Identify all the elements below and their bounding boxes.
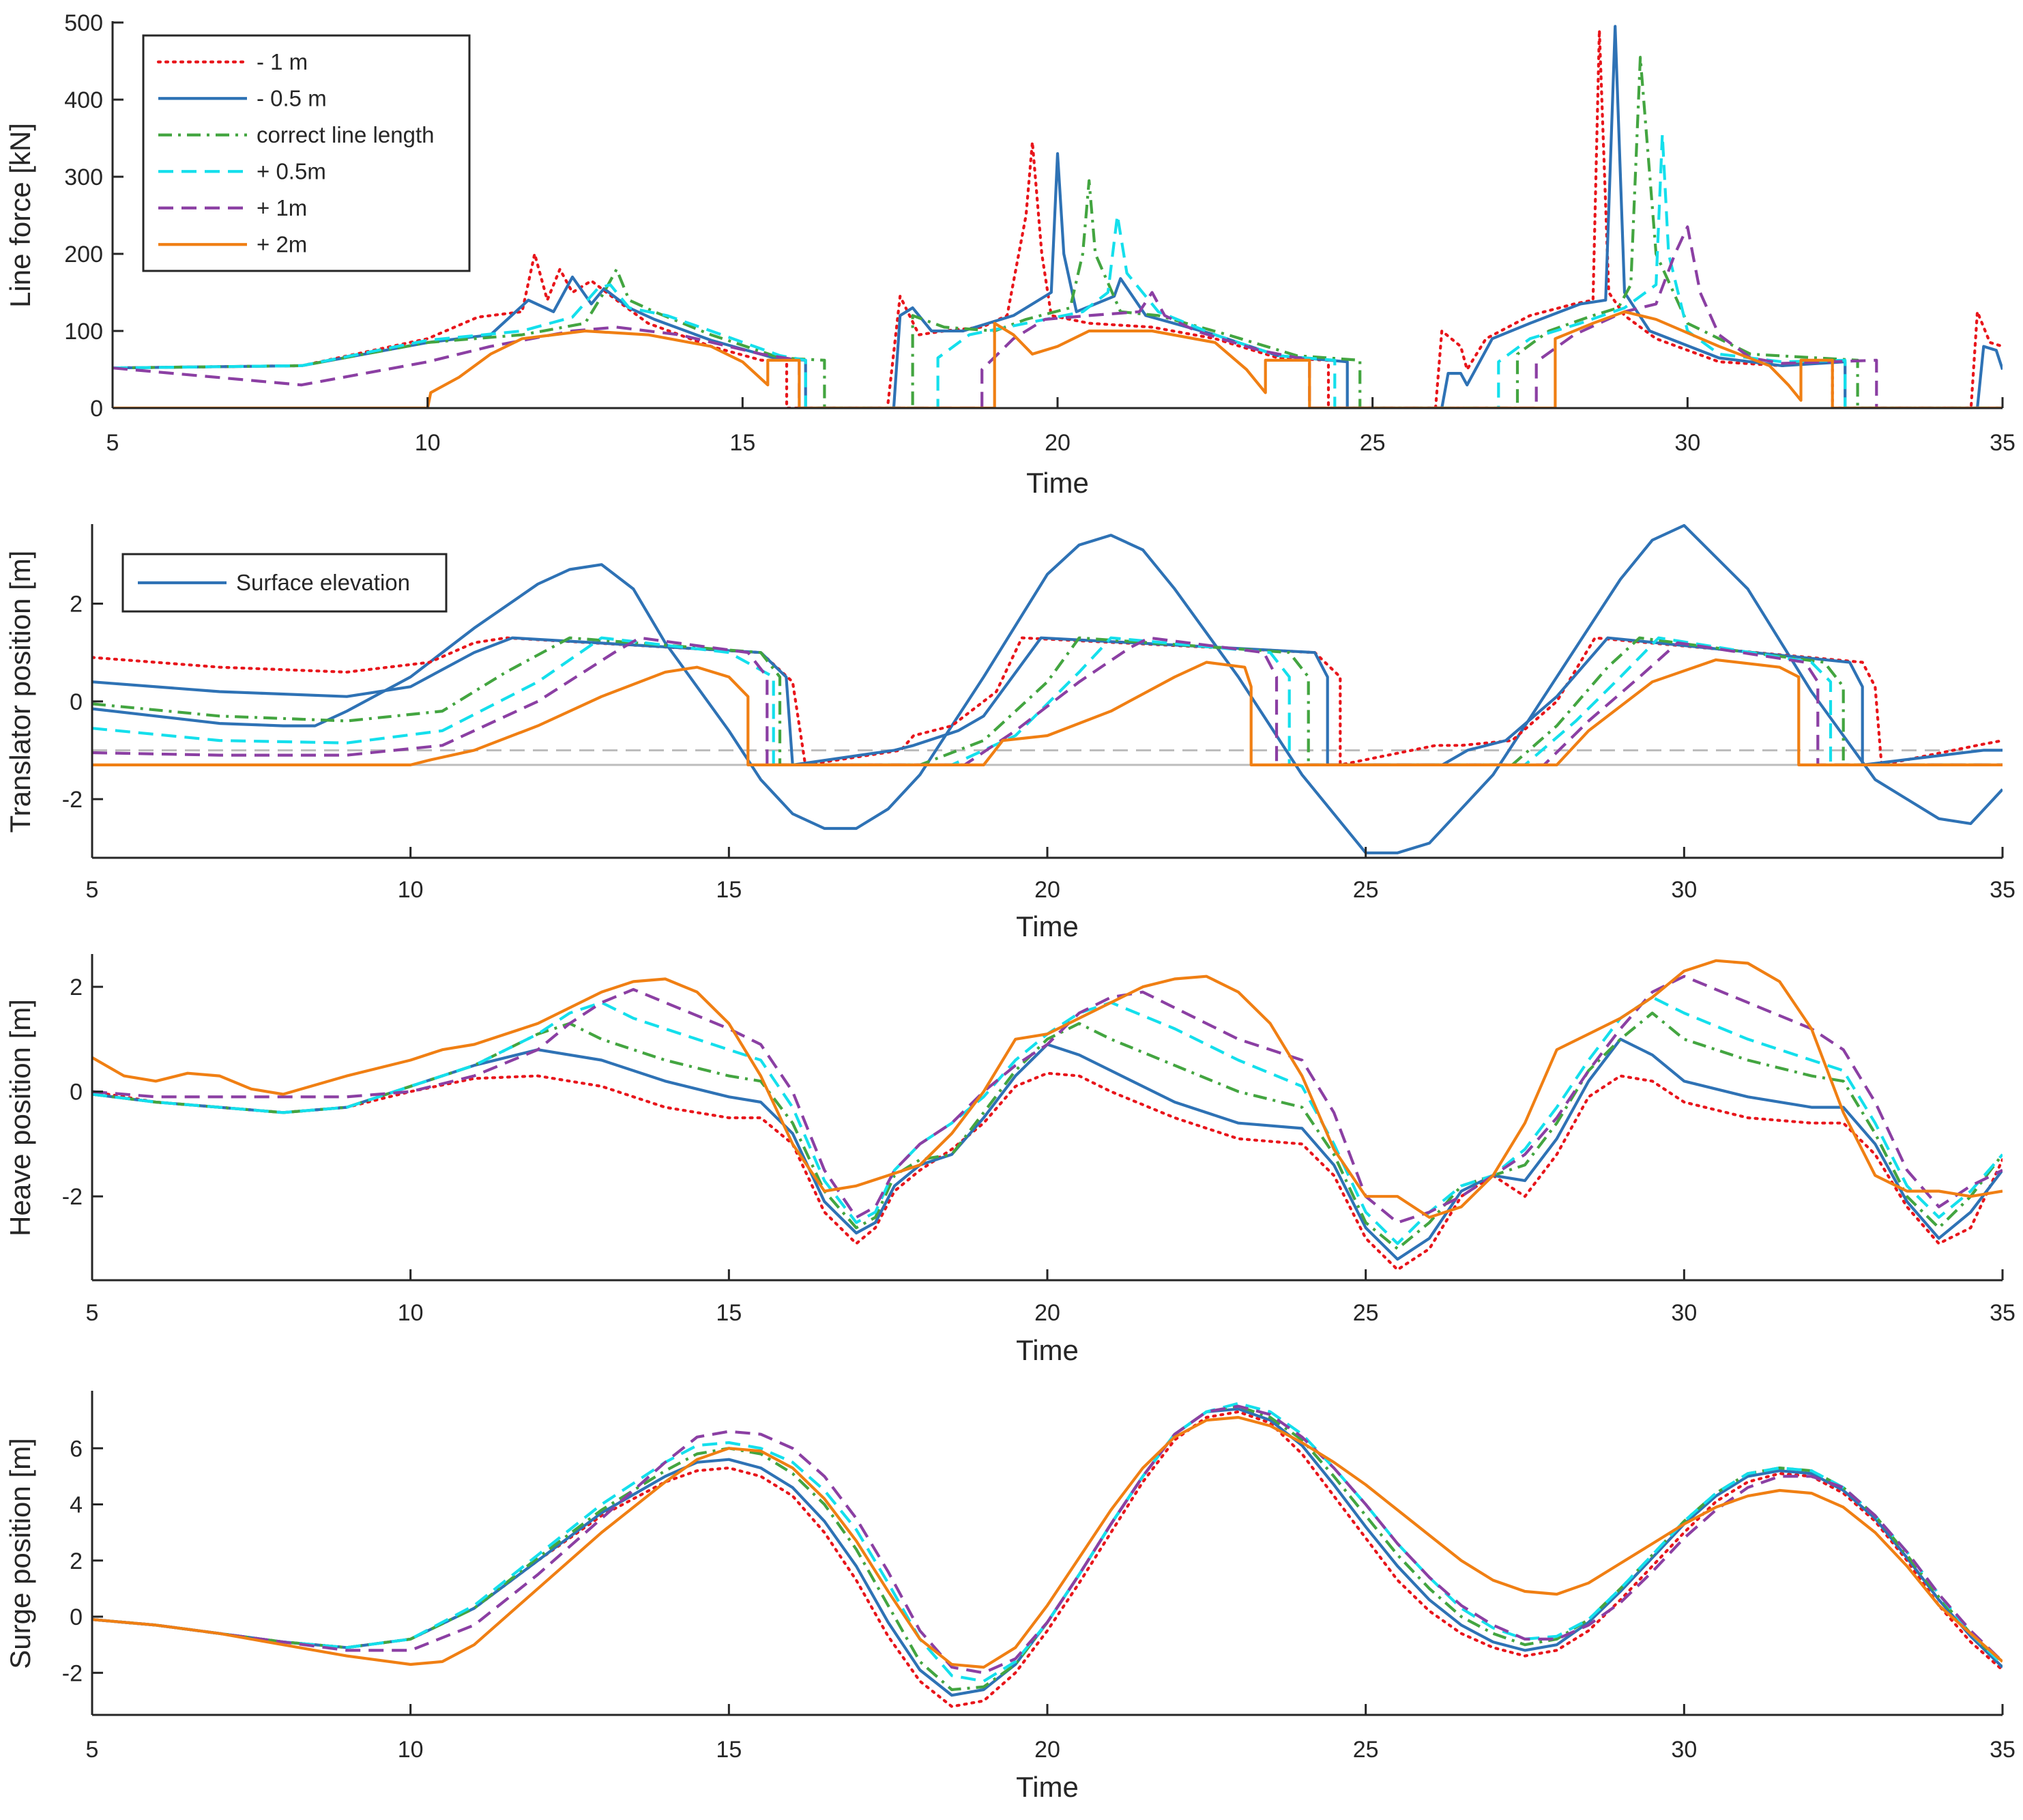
series-line (92, 636, 2003, 766)
series-line (113, 132, 2003, 408)
series-line (92, 1407, 2003, 1697)
series-group (92, 524, 2003, 854)
x-tick-label: 35 (1990, 430, 2015, 456)
chart-panel-3: 5 10 15 20 25 30 35 -2 0 2 Time Heave position [m] (4, 954, 2015, 1366)
y-axis-label: Surge position [m] (4, 1438, 36, 1669)
series-line (92, 1037, 2003, 1261)
x-tick-label: 35 (1990, 877, 2015, 903)
y-tick-label: 500 (64, 10, 103, 36)
x-tick-label: 20 (1045, 430, 1071, 456)
series-line (113, 25, 2003, 408)
chart-panel-1: 5 10 15 20 25 30 35 0 100 200 300 400 500 Time Line fo… (4, 10, 2015, 499)
x-tick-label: 15 (729, 430, 755, 456)
legend-entry: - 0.5 m (257, 85, 327, 111)
x-tick-label: 25 (1360, 430, 1386, 456)
legend-box (142, 34, 471, 272)
y-tick-label: 2 (70, 592, 83, 618)
series-line (92, 1415, 2003, 1669)
x-tick-label: 30 (1671, 877, 1697, 903)
y-axis-label: Translator position [m] (4, 551, 36, 833)
x-axis-label: Time (1016, 1334, 1079, 1366)
y-tick-label: -2 (62, 1184, 83, 1210)
chart-panel-2: 5 10 15 20 25 30 35 -2 0 2 Time Translator position… (4, 524, 2015, 942)
y-tick-label: -2 (62, 787, 83, 813)
y-tick-label: 2 (70, 974, 83, 1000)
y-tick-label: 0 (70, 689, 83, 715)
y-tick-label: 4 (70, 1492, 83, 1518)
x-tick-label: 20 (1034, 1300, 1060, 1326)
series-line (92, 959, 2003, 1219)
y-tick-label: 300 (64, 164, 103, 190)
series-group (92, 959, 2003, 1271)
y-axis-label: Line force [kN] (4, 123, 36, 308)
legend-entry: Surface elevation (236, 570, 410, 595)
x-tick-label: 15 (716, 877, 742, 903)
y-tick-label: 200 (64, 242, 103, 268)
x-tick-label: 30 (1674, 430, 1700, 456)
series-line (113, 310, 2003, 408)
series-line (92, 636, 2003, 766)
series-line (92, 1404, 2003, 1692)
series-line (92, 636, 2003, 766)
series-line (92, 1402, 2003, 1683)
x-tick-label: 10 (398, 1737, 424, 1763)
x-tick-label: 35 (1990, 1300, 2015, 1326)
legend: - 1 m - 0.5 m correct line length + 0.5m + 1… (142, 34, 471, 272)
x-tick-label: 5 (86, 877, 99, 903)
x-tick-label: 30 (1671, 1300, 1697, 1326)
series-line (92, 1410, 2003, 1708)
series-line (92, 658, 2003, 766)
x-tick-label: 5 (86, 1737, 99, 1763)
x-axis-label: Time (1026, 467, 1089, 499)
legend-entry: correct line length (257, 122, 434, 147)
x-tick-label: 20 (1034, 877, 1060, 903)
y-tick-label: 0 (90, 396, 103, 422)
x-tick-label: 10 (415, 430, 441, 456)
x-tick-label: 25 (1353, 1300, 1379, 1326)
series-line (113, 225, 2003, 408)
x-tick-label: 35 (1990, 1737, 2015, 1763)
legend-entry: + 1m (257, 195, 307, 220)
x-tick-label: 5 (106, 430, 119, 456)
series-line (92, 1011, 2003, 1250)
y-tick-label: 2 (70, 1548, 83, 1574)
x-tick-label: 15 (716, 1300, 742, 1326)
series-group (92, 1402, 2003, 1708)
x-tick-label: 25 (1353, 877, 1379, 903)
chart-panel-4: 5 10 15 20 25 30 35 -2 0 2 4 6 Time Surge position [m… (4, 1391, 2015, 1803)
x-tick-label: 10 (398, 877, 424, 903)
y-tick-label: 400 (64, 87, 103, 113)
x-tick-label: 25 (1353, 1737, 1379, 1763)
y-tick-label: 6 (70, 1436, 83, 1462)
series-line (92, 636, 2003, 766)
y-tick-label: 0 (70, 1080, 83, 1106)
series-line (113, 55, 2003, 408)
x-axis-label: Time (1016, 1771, 1079, 1803)
x-tick-label: 30 (1671, 1737, 1697, 1763)
y-tick-label: -2 (62, 1660, 83, 1686)
series-line (92, 1404, 2003, 1675)
x-tick-label: 5 (86, 1300, 99, 1326)
series-group (113, 25, 2003, 408)
x-axis-label: Time (1016, 910, 1079, 942)
series-line (92, 636, 2003, 766)
series-line (92, 974, 2003, 1224)
legend-entry: + 2m (257, 231, 307, 257)
series-line (113, 29, 2003, 408)
x-tick-label: 15 (716, 1737, 742, 1763)
legend-entry: + 0.5m (257, 158, 326, 184)
series-line (92, 1071, 2003, 1271)
legend-entry: - 1 m (257, 49, 308, 74)
x-tick-label: 10 (398, 1300, 424, 1326)
y-axis-label: Heave position [m] (4, 999, 36, 1237)
series-line (92, 524, 2003, 854)
series-line (92, 996, 2003, 1245)
y-tick-label: 100 (64, 319, 103, 345)
legend: Surface elevation (121, 553, 448, 613)
x-tick-label: 20 (1034, 1737, 1060, 1763)
y-tick-label: 0 (70, 1604, 83, 1630)
